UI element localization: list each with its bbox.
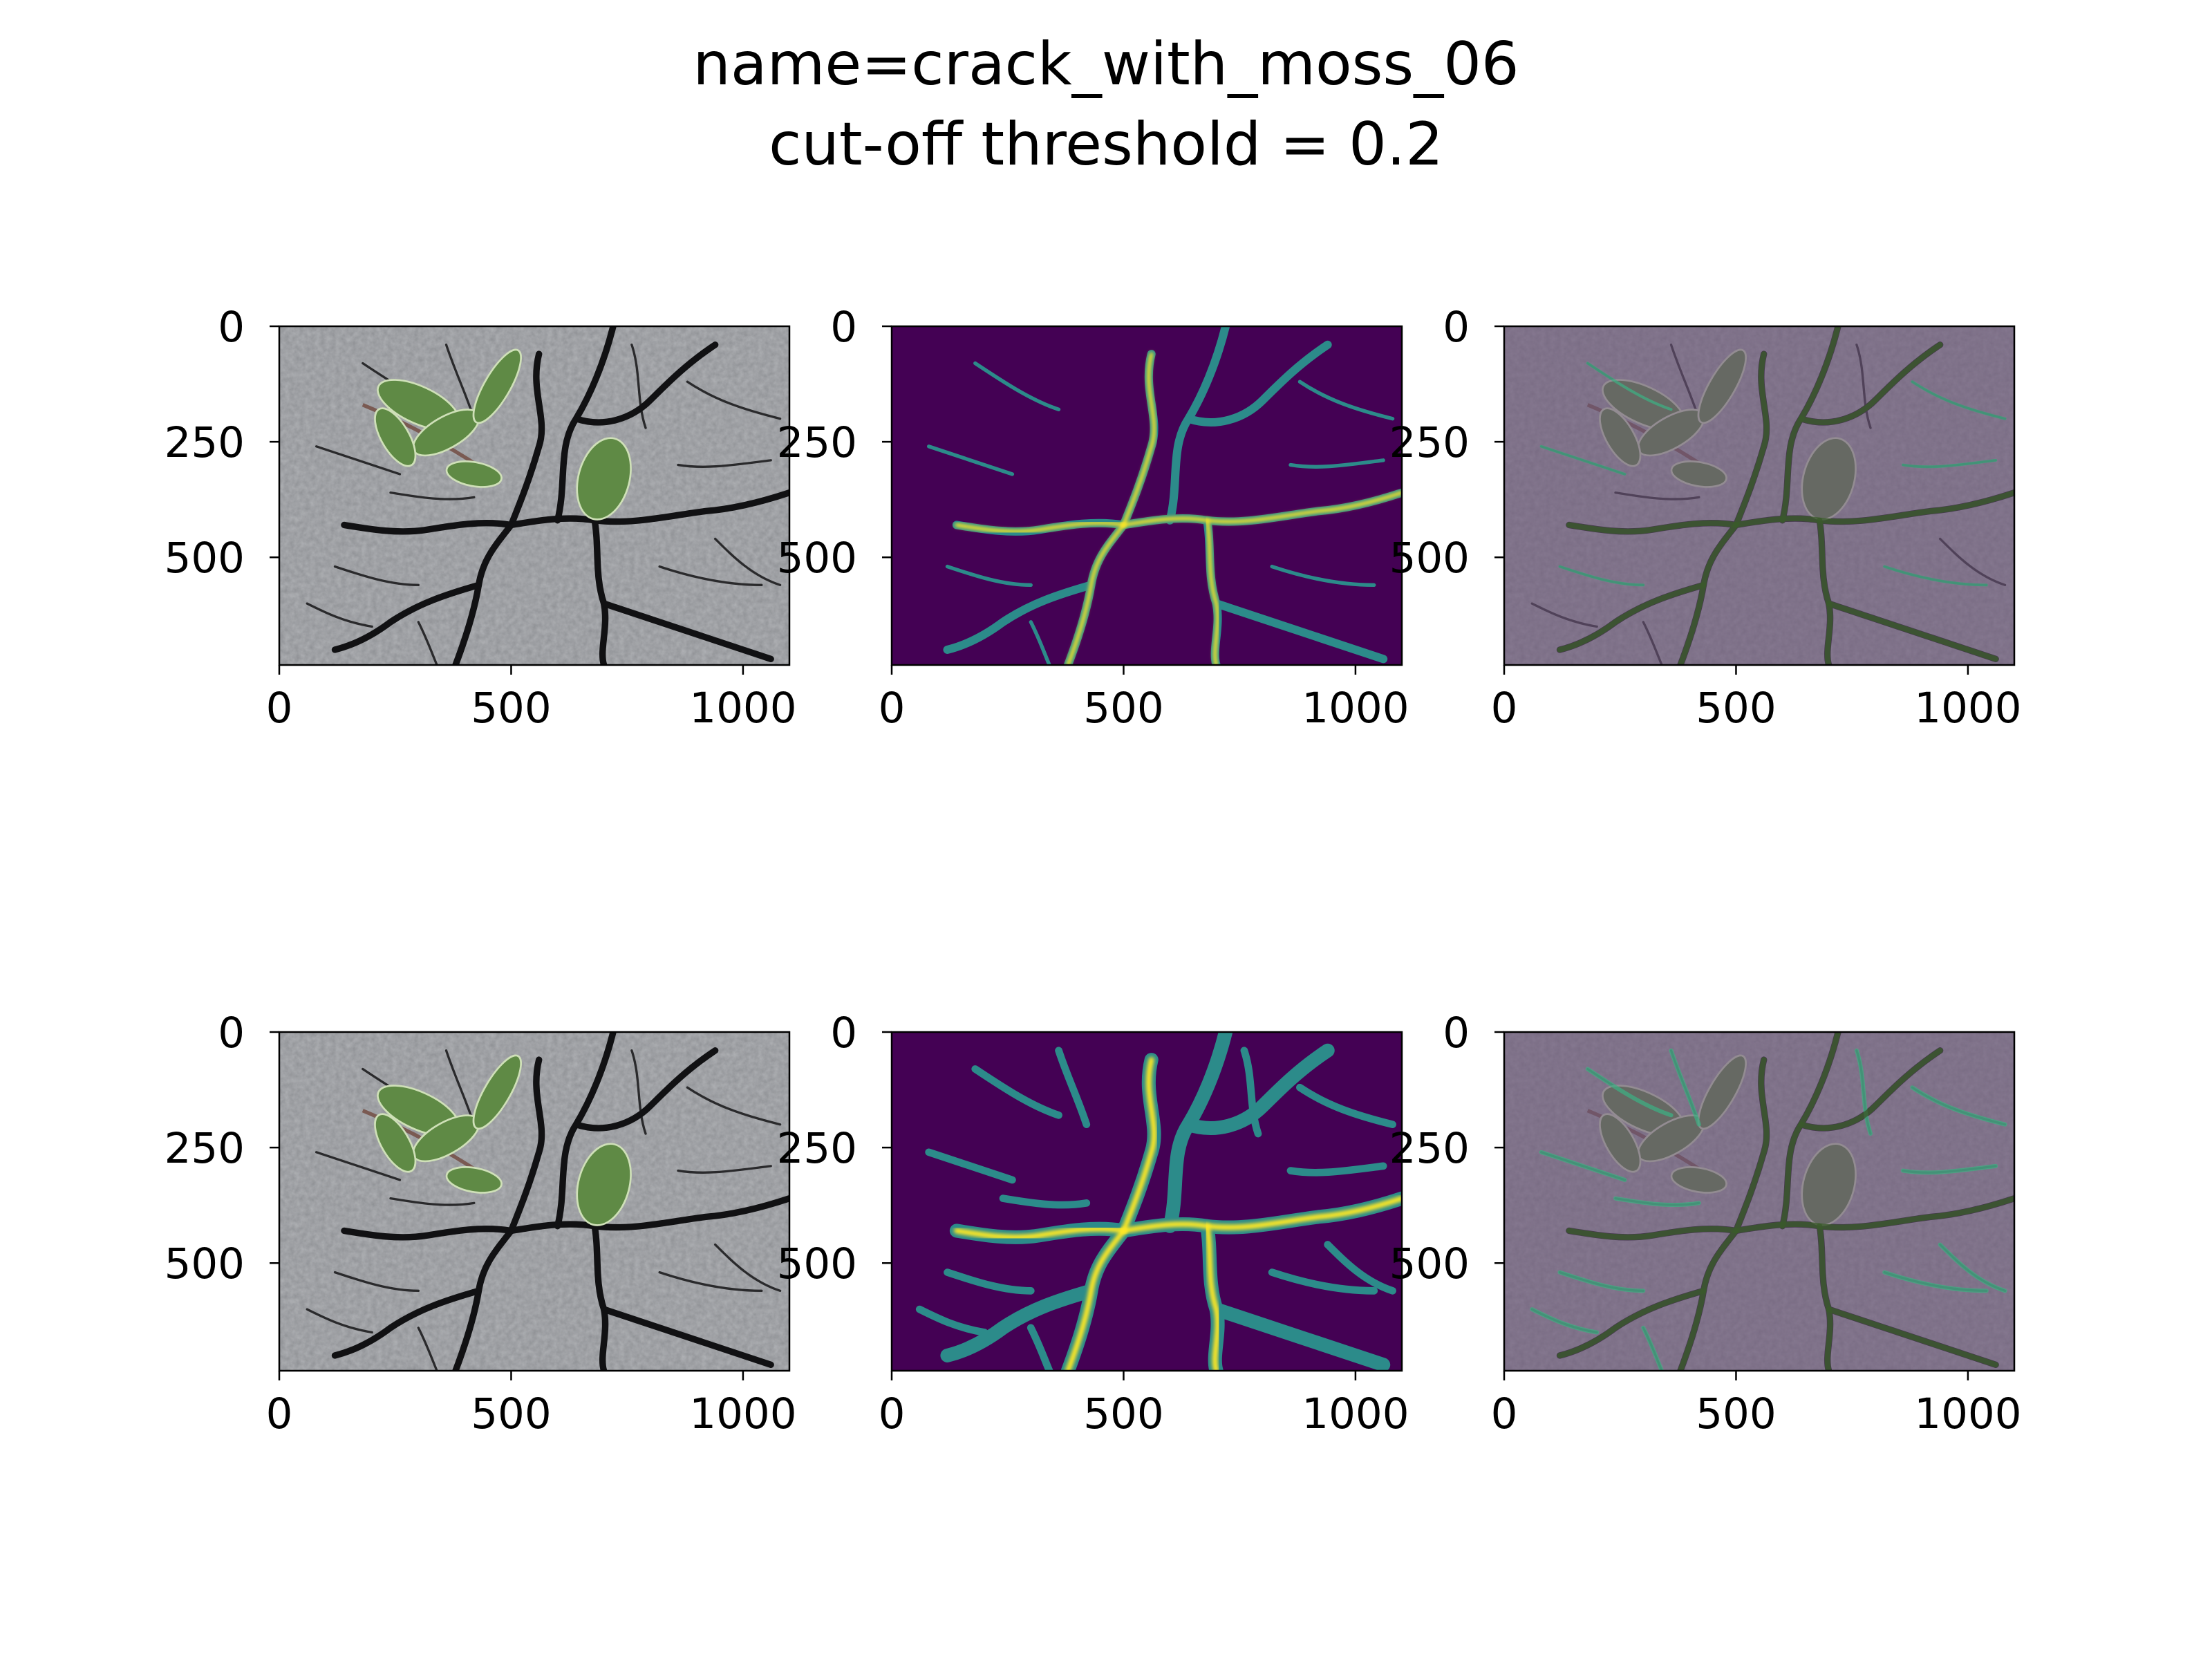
x-tick-label: 500 [1696, 684, 1776, 733]
y-tick-label: 500 [1389, 534, 1470, 583]
y-tick-label: 0 [1443, 1009, 1470, 1058]
overlay-bottom [1504, 1032, 2014, 1371]
y-tick-label: 0 [830, 303, 857, 352]
y-tick-label: 250 [165, 418, 245, 467]
prediction-top [892, 326, 1402, 665]
input-image-top-axes: 0 500 1000 0 250 500 [165, 303, 797, 733]
y-tick-label: 250 [777, 418, 857, 467]
x-tick-label: 500 [1696, 1389, 1776, 1438]
prediction-top-axes: 0 500 1000 0 250 500 [777, 303, 1409, 733]
x-tick-label: 1000 [1302, 1389, 1409, 1438]
x-tick-label: 500 [1083, 1389, 1163, 1438]
y-tick-label: 500 [1389, 1239, 1470, 1288]
overlay-top [1504, 326, 2014, 665]
x-tick-label: 1000 [1302, 684, 1409, 733]
y-tick-label: 500 [777, 534, 857, 583]
x-tick-label: 1000 [689, 1389, 796, 1438]
y-tick-label: 250 [777, 1124, 857, 1173]
y-tick-label: 250 [165, 1124, 245, 1173]
overlay-bottom-axes: 0 500 1000 0 250 500 [1389, 1009, 2022, 1438]
x-tick-label: 0 [266, 684, 293, 733]
y-tick-label: 0 [830, 1009, 857, 1058]
y-tick-label: 500 [777, 1239, 857, 1288]
x-tick-label: 0 [1491, 1389, 1518, 1438]
overlay-top-axes: 0 500 1000 0 250 500 [1389, 303, 2022, 733]
y-tick-label: 250 [1389, 418, 1470, 467]
y-tick-label: 500 [165, 534, 245, 583]
x-tick-label: 1000 [1914, 1389, 2021, 1438]
y-tick-label: 500 [165, 1239, 245, 1288]
figure-title-line1: name=crack_with_moss_06 [693, 30, 1519, 99]
x-tick-label: 500 [471, 684, 551, 733]
prediction-bottom-axes: 0 500 1000 0 250 500 [777, 1009, 1409, 1438]
y-tick-label: 0 [218, 1009, 245, 1058]
prediction-bottom [892, 1032, 1402, 1371]
y-tick-label: 0 [1443, 303, 1470, 352]
x-tick-label: 1000 [689, 684, 796, 733]
input-image-bottom-axes: 0 500 1000 0 250 500 [165, 1009, 797, 1438]
x-tick-label: 0 [879, 1389, 906, 1438]
x-tick-label: 500 [1083, 684, 1163, 733]
y-tick-label: 0 [218, 303, 245, 352]
x-tick-label: 0 [1491, 684, 1518, 733]
x-tick-label: 500 [471, 1389, 551, 1438]
input-image-bottom [279, 1032, 789, 1371]
y-tick-label: 250 [1389, 1124, 1470, 1173]
x-tick-label: 0 [879, 684, 906, 733]
x-tick-label: 1000 [1914, 684, 2021, 733]
x-tick-label: 0 [266, 1389, 293, 1438]
figure-title-line2: cut-off threshold = 0.2 [769, 110, 1443, 179]
input-image-top [279, 326, 789, 665]
